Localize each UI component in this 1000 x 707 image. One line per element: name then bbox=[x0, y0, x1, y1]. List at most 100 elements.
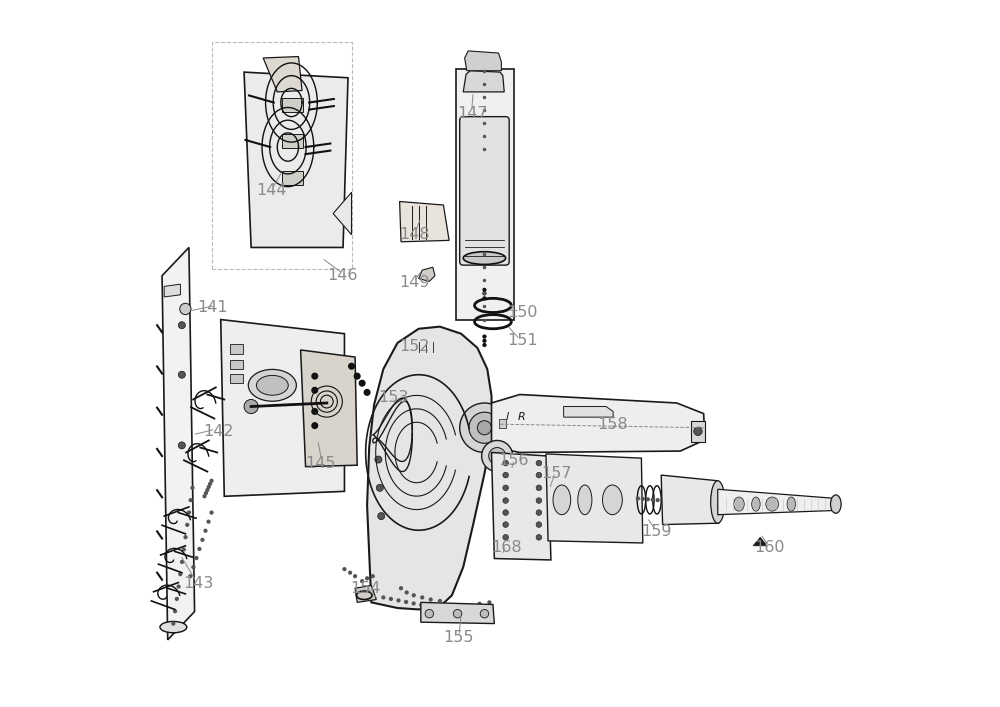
Circle shape bbox=[477, 602, 482, 606]
Circle shape bbox=[536, 460, 542, 466]
Polygon shape bbox=[412, 341, 447, 354]
Circle shape bbox=[185, 522, 189, 527]
Circle shape bbox=[503, 534, 508, 540]
Ellipse shape bbox=[766, 497, 779, 511]
Circle shape bbox=[412, 602, 416, 606]
Polygon shape bbox=[546, 454, 643, 543]
Circle shape bbox=[183, 535, 188, 539]
Circle shape bbox=[482, 334, 487, 339]
Polygon shape bbox=[164, 284, 180, 297]
Text: 153: 153 bbox=[378, 390, 409, 405]
Polygon shape bbox=[465, 51, 501, 71]
Circle shape bbox=[178, 442, 185, 449]
Circle shape bbox=[536, 498, 542, 503]
Circle shape bbox=[453, 609, 462, 618]
Text: R: R bbox=[517, 412, 525, 422]
Circle shape bbox=[434, 606, 438, 610]
Ellipse shape bbox=[711, 481, 725, 523]
Circle shape bbox=[656, 498, 660, 502]
Text: 159: 159 bbox=[641, 524, 672, 539]
Ellipse shape bbox=[160, 621, 187, 633]
Circle shape bbox=[482, 339, 487, 343]
Circle shape bbox=[429, 597, 433, 602]
Polygon shape bbox=[381, 390, 410, 404]
Circle shape bbox=[180, 303, 191, 315]
Text: 146: 146 bbox=[327, 268, 357, 284]
Bar bbox=[282, 98, 303, 112]
Circle shape bbox=[482, 440, 513, 472]
Circle shape bbox=[376, 484, 383, 491]
Circle shape bbox=[646, 497, 650, 501]
Circle shape bbox=[194, 556, 199, 560]
Text: 154: 154 bbox=[350, 580, 381, 596]
Circle shape bbox=[448, 606, 452, 610]
Ellipse shape bbox=[248, 369, 296, 401]
Circle shape bbox=[209, 510, 214, 515]
Circle shape bbox=[412, 593, 416, 597]
Circle shape bbox=[178, 572, 182, 576]
Text: 155: 155 bbox=[443, 630, 474, 645]
Circle shape bbox=[536, 472, 542, 478]
Circle shape bbox=[311, 387, 318, 394]
Circle shape bbox=[536, 522, 542, 527]
Circle shape bbox=[188, 574, 192, 578]
Circle shape bbox=[487, 600, 492, 604]
Polygon shape bbox=[162, 247, 195, 640]
Circle shape bbox=[342, 567, 347, 571]
Circle shape bbox=[404, 600, 408, 604]
Polygon shape bbox=[301, 350, 357, 467]
Polygon shape bbox=[564, 407, 613, 417]
Circle shape bbox=[348, 571, 352, 575]
Circle shape bbox=[197, 547, 202, 551]
Circle shape bbox=[311, 373, 318, 380]
Polygon shape bbox=[718, 489, 836, 515]
Circle shape bbox=[438, 599, 442, 603]
Circle shape bbox=[489, 448, 506, 464]
Text: 143: 143 bbox=[183, 575, 214, 591]
Circle shape bbox=[420, 595, 424, 600]
Polygon shape bbox=[421, 602, 494, 624]
Circle shape bbox=[178, 322, 185, 329]
Circle shape bbox=[694, 427, 702, 436]
Polygon shape bbox=[244, 72, 348, 247]
Polygon shape bbox=[355, 585, 376, 602]
Bar bbox=[456, 69, 514, 320]
Circle shape bbox=[173, 609, 177, 614]
Circle shape bbox=[175, 597, 179, 601]
FancyBboxPatch shape bbox=[460, 117, 509, 265]
Polygon shape bbox=[661, 475, 719, 525]
Circle shape bbox=[190, 486, 195, 490]
Ellipse shape bbox=[578, 485, 592, 515]
Polygon shape bbox=[221, 320, 344, 496]
Bar bbox=[691, 421, 705, 442]
Circle shape bbox=[375, 456, 382, 463]
Ellipse shape bbox=[603, 485, 622, 515]
Circle shape bbox=[536, 485, 542, 491]
Circle shape bbox=[399, 586, 403, 590]
Circle shape bbox=[503, 510, 508, 515]
Circle shape bbox=[503, 522, 508, 527]
Polygon shape bbox=[400, 201, 449, 242]
Circle shape bbox=[503, 460, 508, 466]
Circle shape bbox=[482, 343, 487, 347]
Circle shape bbox=[209, 479, 214, 483]
Ellipse shape bbox=[787, 497, 796, 511]
Circle shape bbox=[503, 485, 508, 491]
Ellipse shape bbox=[734, 497, 744, 511]
Circle shape bbox=[503, 472, 508, 478]
Circle shape bbox=[469, 412, 500, 443]
Bar bbox=[499, 419, 506, 428]
Text: 149: 149 bbox=[400, 275, 430, 291]
Circle shape bbox=[189, 498, 193, 502]
Text: 142: 142 bbox=[203, 423, 234, 439]
Circle shape bbox=[203, 529, 208, 533]
Circle shape bbox=[207, 485, 211, 489]
Circle shape bbox=[353, 574, 357, 578]
Circle shape bbox=[536, 534, 542, 540]
Text: 147: 147 bbox=[458, 105, 488, 121]
Text: 150: 150 bbox=[507, 305, 538, 320]
Circle shape bbox=[460, 403, 509, 452]
Circle shape bbox=[378, 513, 385, 520]
Circle shape bbox=[427, 604, 431, 609]
Circle shape bbox=[311, 422, 318, 429]
